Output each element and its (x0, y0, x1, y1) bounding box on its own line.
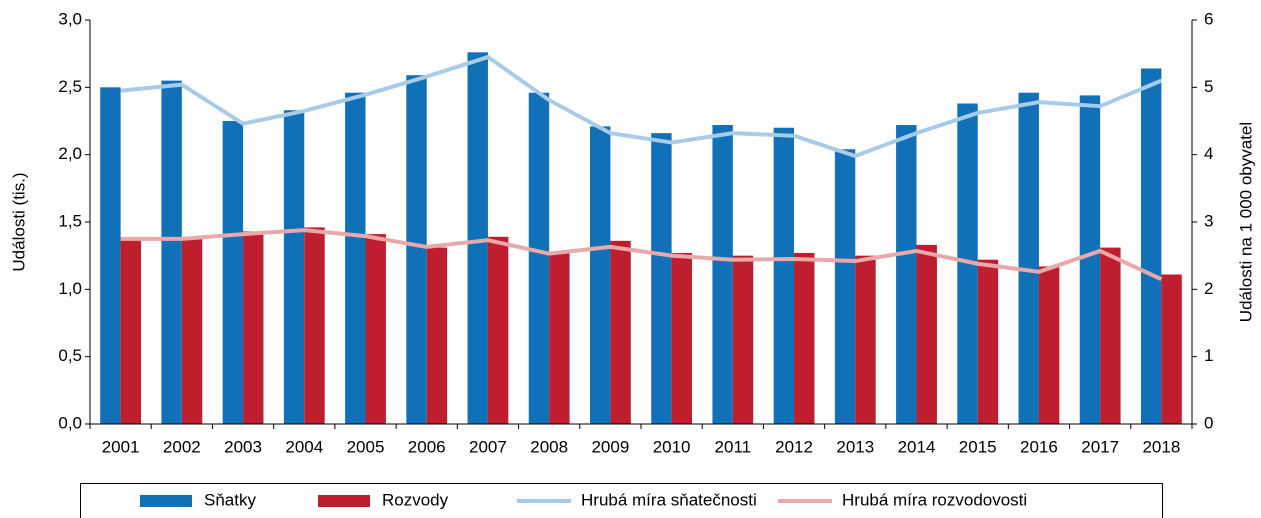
y-tick-label: 0,0 (58, 413, 82, 432)
line-series (120, 55, 1163, 159)
x-tick-label: 2018 (1142, 437, 1180, 456)
legend-swatch (318, 495, 370, 507)
y2-tick-label: 0 (1204, 413, 1213, 432)
bar (916, 244, 937, 424)
bar (834, 149, 856, 424)
bar (855, 255, 876, 424)
bar (426, 247, 448, 424)
bar (283, 110, 305, 424)
bar (671, 252, 693, 424)
bar (549, 251, 570, 424)
y-tick-label: 1,5 (58, 211, 82, 230)
y2-tick-label: 6 (1204, 9, 1213, 28)
x-tick-label: 2006 (408, 437, 446, 456)
y-tick-label: 3,0 (58, 9, 82, 28)
y2-tick-label: 3 (1204, 211, 1213, 230)
bar (181, 238, 203, 424)
bar (1079, 95, 1101, 424)
bar (161, 80, 182, 424)
bar (610, 240, 631, 424)
legend-label: Rozvody (382, 490, 449, 509)
x-tick-label: 2008 (530, 437, 568, 456)
legend-swatch (140, 495, 192, 507)
x-tick-label: 2015 (959, 437, 997, 456)
line-series (120, 228, 1163, 282)
bar (100, 87, 121, 424)
y-tick-label: 2,5 (58, 77, 82, 96)
bar (222, 121, 244, 424)
bar (712, 125, 733, 424)
y2-axis-label: Události na 1 000 obyvatel (1236, 122, 1255, 322)
x-tick-label: 2016 (1020, 437, 1058, 456)
legend-label: Hrubá míra sňatečnosti (581, 490, 757, 509)
x-tick-label: 2014 (898, 437, 936, 456)
x-tick-label: 2011 (715, 437, 752, 456)
bar (120, 238, 142, 424)
x-tick-label: 2003 (224, 437, 262, 456)
bar (732, 255, 754, 424)
bar (977, 259, 999, 424)
x-tick-label: 2005 (347, 437, 385, 456)
x-tick-label: 2013 (836, 437, 874, 456)
bar (589, 126, 611, 425)
x-tick-label: 2010 (653, 437, 691, 456)
y-axis-label: Události (tis.) (9, 172, 28, 271)
legend-box (80, 483, 1163, 518)
bar (957, 103, 978, 424)
bar (243, 231, 264, 424)
bar (487, 236, 509, 424)
legend-label: Sňatky (204, 490, 256, 509)
x-tick-label: 2012 (775, 437, 813, 456)
bar (528, 92, 550, 424)
y2-tick-label: 5 (1204, 77, 1213, 96)
x-tick-label: 2007 (469, 437, 507, 456)
bar (304, 227, 325, 424)
bar (651, 133, 672, 424)
y2-tick-label: 2 (1204, 279, 1213, 298)
bar (1100, 247, 1121, 424)
bar (345, 92, 366, 424)
bar (794, 252, 815, 424)
bar (365, 234, 386, 424)
bar (1038, 266, 1060, 424)
bar (467, 52, 488, 424)
bar (1140, 68, 1162, 424)
bar (896, 125, 917, 424)
y2-tick-label: 4 (1204, 144, 1213, 163)
bar (1161, 274, 1182, 424)
y2-tick-label: 1 (1204, 346, 1213, 365)
y-tick-label: 2,0 (58, 144, 82, 163)
x-tick-label: 2002 (163, 437, 201, 456)
x-tick-label: 2004 (285, 437, 323, 456)
bar (773, 127, 795, 424)
bar (1018, 92, 1039, 424)
legend-label: Hrubá míra rozvodovosti (842, 490, 1027, 509)
x-tick-label: 2017 (1081, 437, 1119, 456)
bar (406, 75, 427, 425)
y-tick-label: 1,0 (58, 279, 82, 298)
x-tick-label: 2009 (591, 437, 629, 456)
y-tick-label: 0,5 (58, 346, 82, 365)
x-tick-label: 2001 (102, 437, 140, 456)
